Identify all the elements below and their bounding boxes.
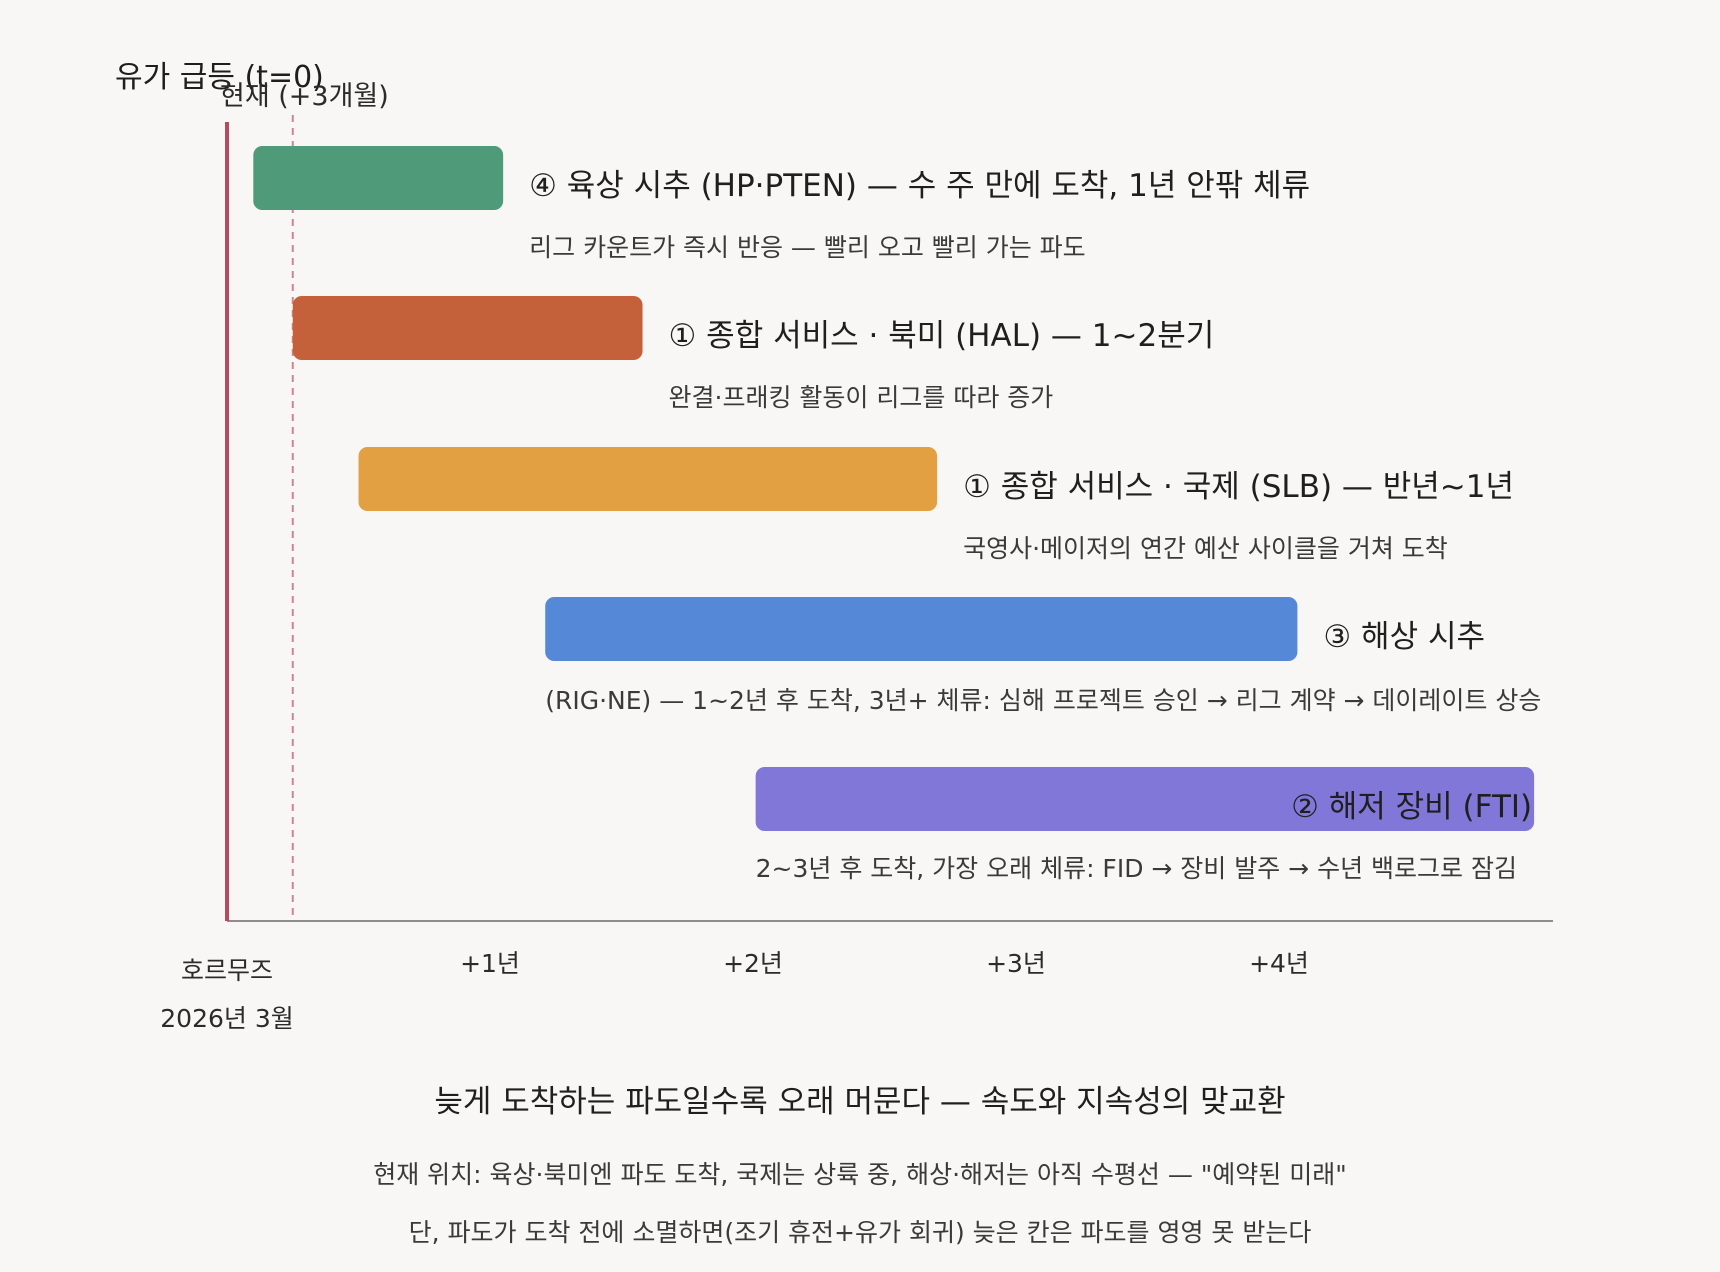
footer-title: 늦게 도착하는 파도일수록 오래 머문다 — 속도와 지속성의 맞교환 — [434, 1084, 1286, 1120]
bar-onshore — [253, 146, 504, 210]
bar-subsea — [755, 767, 1535, 831]
footer-line-2: 단, 파도가 도착 전에 소멸하면(조기 휴전+유가 회귀) 늦은 칸은 파도를… — [408, 1218, 1312, 1247]
bar-services-intl — [358, 447, 938, 511]
bar-desc-services-intl: 국영사·메이저의 연간 예산 사이클을 거쳐 도착 — [963, 534, 1448, 563]
footer-line-1: 현재 위치: 육상·북미엔 파도 도착, 국제는 상륙 중, 해상·해저는 아직… — [373, 1160, 1347, 1189]
bar-desc-subsea: 2~3년 후 도착, 가장 오래 체류: FID → 장비 발주 → 수년 백로… — [755, 854, 1517, 883]
x-tick-1y: +1년 — [460, 949, 520, 978]
x-tick-4y: +4년 — [1249, 949, 1309, 978]
bar-offshore — [545, 597, 1298, 661]
x-tick-3y: +3년 — [986, 949, 1046, 978]
x-tick-origin-date: 2026년 3월 — [160, 1004, 294, 1033]
x-tick-origin-label: 호르무즈 — [180, 956, 274, 985]
bar-title-subsea: ② 해저 장비 (FTI) — [1291, 789, 1533, 825]
shock-label: 유가 급등 (t=0) — [115, 60, 324, 95]
bar-desc-offshore: (RIG·NE) — 1~2년 후 도착, 3년+ 체류: 심해 프로젝트 승인… — [545, 686, 1542, 715]
bar-title-onshore: ④ 육상 시추 (HP·PTEN) — 수 주 만에 도착, 1년 안팎 체류 — [529, 168, 1311, 204]
bar-desc-services-na: 완결·프래킹 활동이 리그를 따라 증가 — [668, 383, 1054, 412]
now-marker-label: 현재 (+3개월) — [220, 81, 389, 112]
x-tick-2y: +2년 — [723, 949, 783, 978]
bar-services-na — [292, 296, 643, 360]
bar-title-offshore: ③ 해상 시추 — [1323, 619, 1485, 655]
bar-title-services-intl: ① 종합 서비스 · 국제 (SLB) — 반년~1년 — [963, 469, 1515, 505]
bar-desc-onshore: 리그 카운트가 즉시 반응 — 빨리 오고 빨리 가는 파도 — [529, 233, 1086, 262]
x-tick-origin: 호르무즈 2026년 3월 — [160, 951, 293, 1035]
bar-title-services-na: ① 종합 서비스 · 북미 (HAL) — 1~2분기 — [668, 318, 1215, 354]
